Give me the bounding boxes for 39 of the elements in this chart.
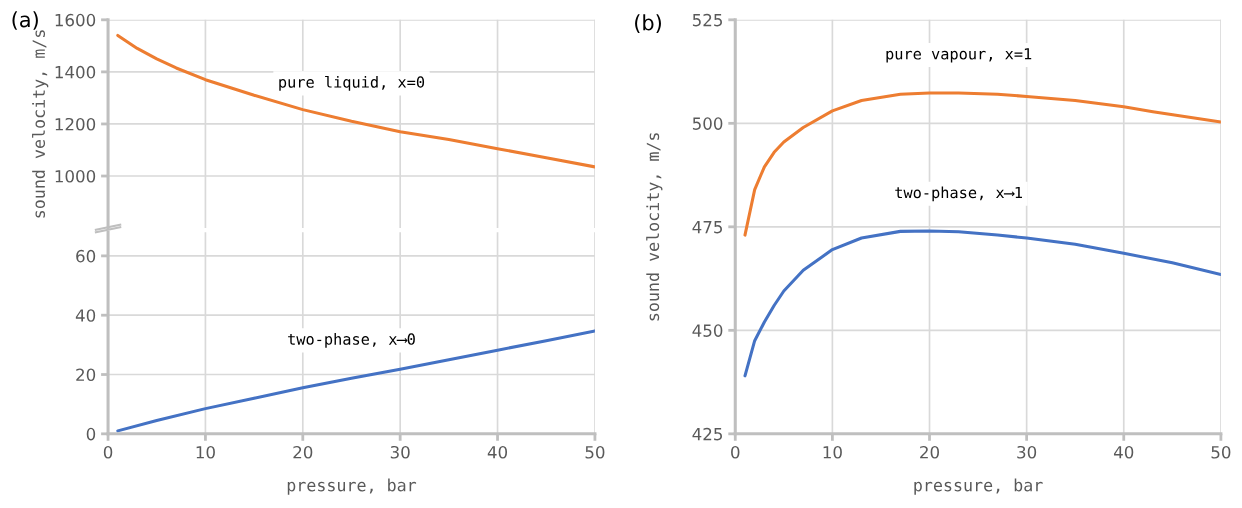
x-tick-label: 30 bbox=[1017, 445, 1037, 459]
x-tick-label: 20 bbox=[920, 445, 940, 459]
line-series bbox=[116, 33, 595, 169]
text: two-phase, x⟶1 bbox=[895, 186, 1022, 202]
chart-title: (b) bbox=[635, 14, 661, 33]
x-tick-label: 0 bbox=[731, 445, 740, 459]
text: pure vapour, x=1 bbox=[886, 48, 1032, 63]
y-tick-label: 60 bbox=[76, 249, 96, 263]
y-tick-label: 500 bbox=[692, 117, 723, 130]
x-tick-label: 0 bbox=[103, 445, 113, 459]
x-tick-label: 50 bbox=[585, 445, 605, 459]
y-tick-label: 1000 bbox=[55, 169, 96, 183]
y-tick-label: 40 bbox=[75, 309, 96, 322]
y-tick-label: 1400 bbox=[55, 65, 96, 79]
y-tick-label: 450 bbox=[692, 324, 723, 337]
x-tick-label: 40 bbox=[487, 445, 508, 459]
x-tick-label: 10 bbox=[823, 445, 842, 459]
x-tick-label: 20 bbox=[293, 445, 313, 459]
y-tick-label: 20 bbox=[76, 368, 96, 382]
y-tick-label: 1200 bbox=[55, 117, 96, 131]
x-tick-label: 30 bbox=[390, 445, 410, 459]
y-tick-label: 425 bbox=[692, 427, 722, 441]
x-tick-label: 10 bbox=[196, 445, 215, 459]
x-axis-title: pressure, bar bbox=[914, 478, 1043, 495]
line-series bbox=[743, 229, 1221, 378]
y-tick-label: 475 bbox=[692, 221, 722, 234]
y-tick-label: 0 bbox=[86, 427, 96, 441]
y-axis-title: sound velocity, m/s bbox=[646, 133, 663, 321]
chart-title: (a) bbox=[12, 11, 38, 30]
series-label: two-phase, x⟶0 bbox=[288, 333, 415, 348]
x-tick-label: 50 bbox=[1211, 445, 1231, 459]
series-label: pure liquid, x=0 bbox=[279, 75, 425, 91]
y-tick-label: 1600 bbox=[55, 13, 96, 27]
line-series bbox=[743, 91, 1221, 237]
x-axis-title: pressure, bar bbox=[287, 478, 417, 495]
y-tick-label: 525 bbox=[692, 13, 722, 27]
line-series bbox=[116, 329, 595, 433]
x-tick-label: 40 bbox=[1113, 445, 1134, 459]
y-axis-title: sound velocity, m/s bbox=[32, 30, 49, 218]
